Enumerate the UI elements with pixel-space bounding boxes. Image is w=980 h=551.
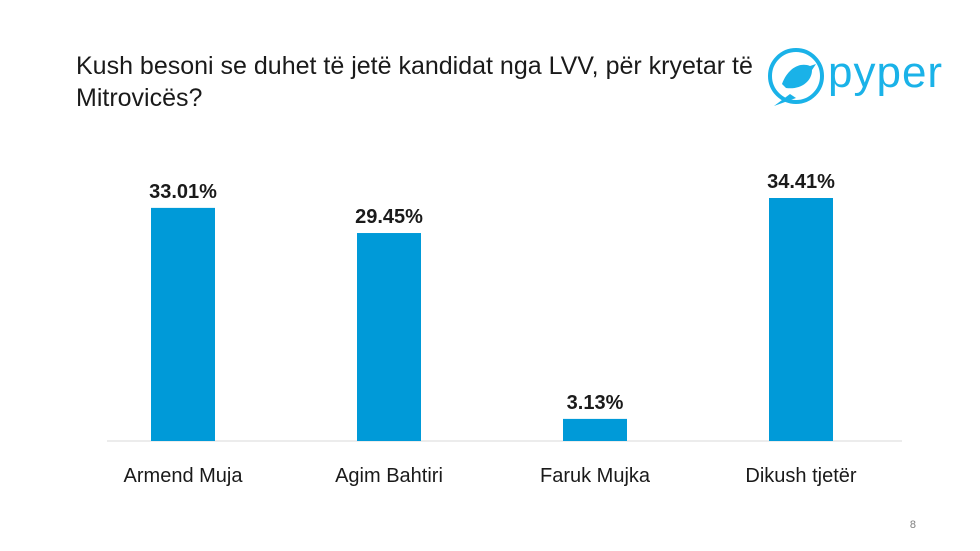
pyper-logo: pyper [766,44,956,114]
bird-icon [768,48,824,106]
bar-1 [357,233,421,441]
logo-text: pyper [828,48,944,97]
chart-title: Kush besoni se duhet të jetë kandidat ng… [76,52,753,112]
category-label-2: Faruk Mujka [540,465,651,487]
value-label-1: 29.45% [355,206,423,228]
value-label-2: 3.13% [567,392,624,414]
page-number: 8 [909,519,916,531]
value-label-0: 33.01% [149,181,217,203]
category-label-0: Armend Muja [124,465,244,487]
bar-0 [151,207,215,441]
bar-2 [563,418,627,441]
category-label-1: Agim Bahtiri [335,465,443,487]
value-label-3: 34.41% [767,171,835,193]
category-label-3: Dikush tjetër [745,465,856,487]
bar-3 [769,198,833,441]
